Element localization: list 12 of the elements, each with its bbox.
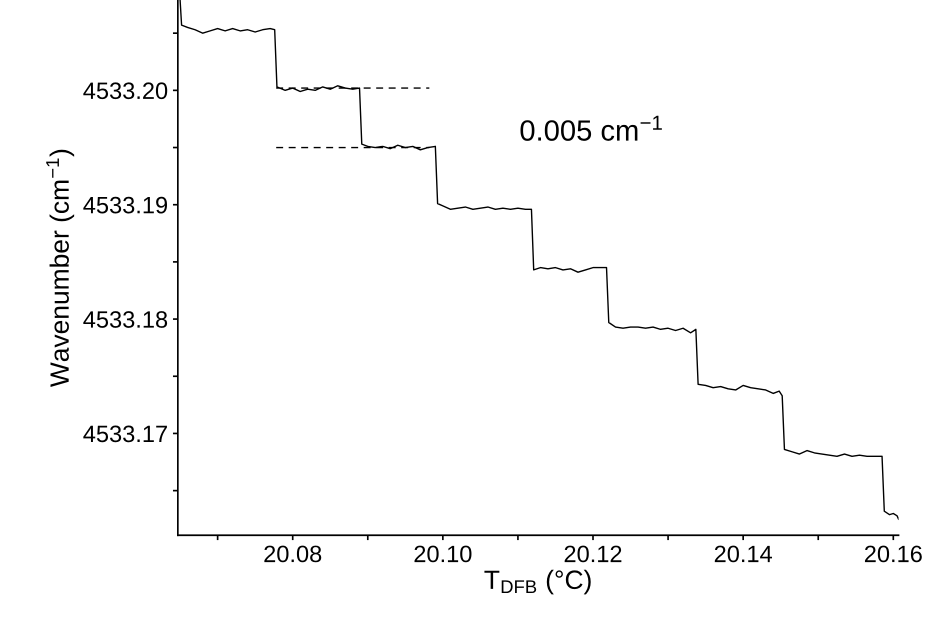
y-tick-label: 4533.19 bbox=[83, 196, 168, 214]
x-axis-title: T$_{DFB}$ (°C) bbox=[484, 570, 591, 594]
x-tick-label: 20.10 bbox=[414, 546, 472, 562]
y-tick-label: 4533.18 bbox=[83, 311, 168, 328]
x-tick-label: 20.08 bbox=[264, 546, 322, 562]
annotation: 0.005 cm$^{−1}$ bbox=[520, 116, 662, 141]
x-tick-label: 20.16 bbox=[864, 546, 922, 562]
y-tick-label: 4533.20 bbox=[83, 82, 168, 100]
x-tick-label: 20.14 bbox=[714, 546, 772, 562]
y-axis-title: Wavenumber (cm$^{−1}$) bbox=[46, 150, 74, 388]
y-tick-label: 4533.17 bbox=[83, 426, 167, 442]
x-tick-label: 20.12 bbox=[564, 546, 622, 562]
